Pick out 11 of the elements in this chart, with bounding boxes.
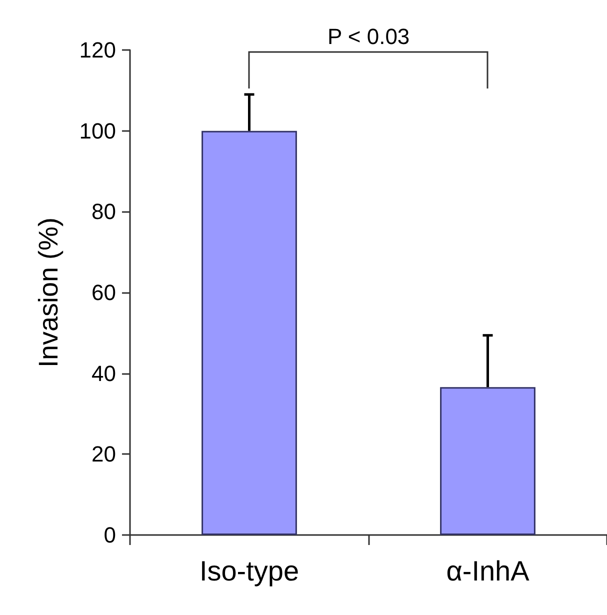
text: P < 0.03 <box>328 24 410 50</box>
y-tick-label: 100 <box>79 118 116 144</box>
x-tick-label: Iso-type <box>199 556 300 586</box>
y-tick-label: 0 <box>104 522 116 548</box>
y-tick-label: 20 <box>92 442 116 467</box>
y-tick-label: 40 <box>92 360 116 386</box>
y-tick-label: 60 <box>92 280 116 305</box>
x-tick-label: α-InhA <box>446 556 530 586</box>
y-axis-title: Invasion (%) <box>34 217 64 368</box>
y-tick-label: 80 <box>92 199 116 224</box>
y-tick-label: 120 <box>79 38 116 62</box>
